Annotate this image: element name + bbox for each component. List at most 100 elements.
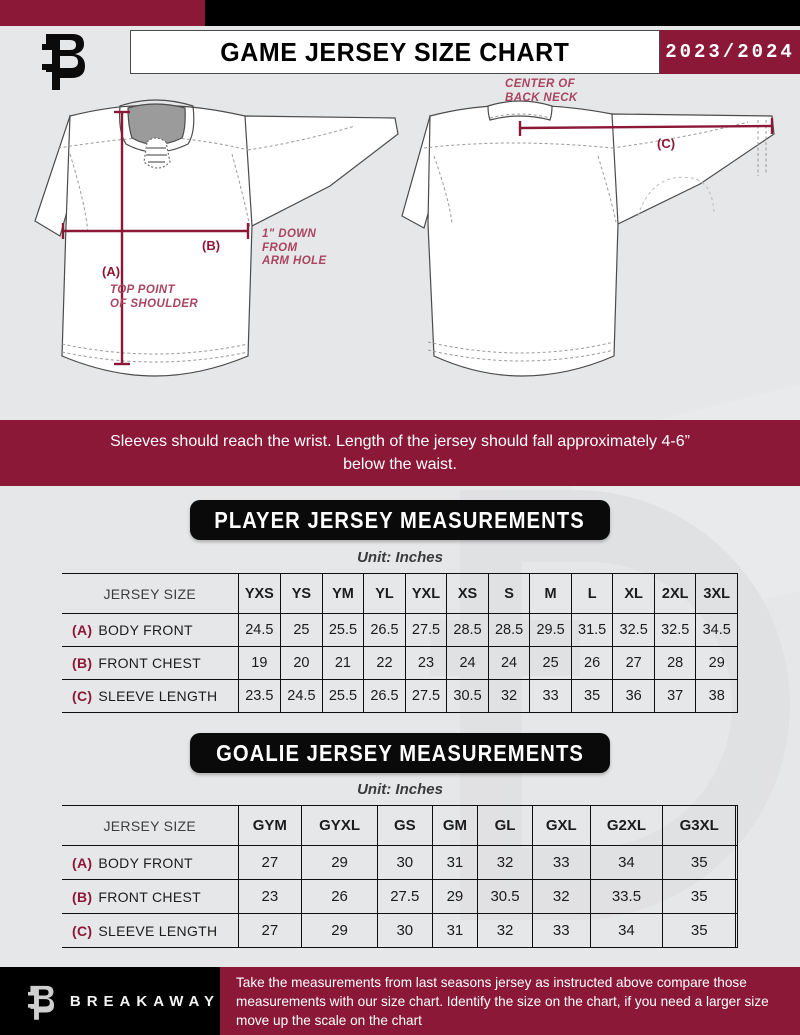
row-marker-a: (A)	[72, 854, 93, 871]
goalie-section-title-text: GOALIE JERSEY MEASUREMENTS	[216, 739, 584, 766]
table-row: (A) BODY FRONT 24.5 25 25.5 26.5 27.5 28.…	[62, 613, 738, 647]
cell: 34	[589, 913, 664, 948]
cell: 29.5	[529, 613, 572, 647]
cell: 24	[446, 646, 489, 680]
size-col-xs: XS	[446, 573, 489, 614]
jersey-diagrams: (B) 1" DOWN FROM ARM HOLE (A) TOP POINT …	[0, 76, 800, 416]
jersey-size-header: JERSEY SIZE	[62, 573, 239, 614]
cell: 30.5	[477, 879, 533, 914]
goalie-section-title: GOALIE JERSEY MEASUREMENTS	[190, 733, 610, 773]
size-col-l: L	[570, 573, 614, 614]
brand-logo	[0, 26, 130, 90]
back-jersey-illustration	[401, 100, 775, 377]
size-col-yl: YL	[363, 573, 406, 614]
cell-empty	[735, 913, 738, 948]
cell: 25	[529, 646, 572, 680]
size-col-yxl: YXL	[404, 573, 448, 614]
breakaway-b-icon	[28, 985, 55, 1020]
cell: 28	[653, 646, 697, 680]
cell: 32	[487, 679, 531, 713]
row-marker-c: (C)	[72, 922, 93, 939]
cell: 19	[237, 646, 282, 680]
row-marker-b: (B)	[72, 888, 93, 905]
size-col-gyxl: GYXL	[301, 805, 378, 846]
cell: 24.5	[237, 613, 282, 647]
size-col-yxs: YXS	[237, 573, 282, 614]
goalie-measurements-table: JERSEY SIZE GYM GYXL GS GM GL GXL G2XL G…	[62, 805, 738, 948]
cell: 34.5	[695, 613, 738, 647]
cell: 21	[321, 646, 365, 680]
size-col-empty	[735, 805, 738, 846]
player-section-title-text: PLAYER JERSEY MEASUREMENTS	[214, 506, 586, 533]
row-label-sleeve-length: (C) SLEEVE LENGTH	[62, 913, 239, 948]
footer-brand: BREAKAWAY	[0, 967, 220, 1035]
cell: 24.5	[280, 679, 323, 713]
row-name-sleeve-length: SLEEVE LENGTH	[98, 688, 218, 704]
cell: 22	[363, 646, 406, 680]
sleeve-length-note: Sleeves should reach the wrist. Length o…	[0, 420, 800, 486]
cell: 31.5	[570, 613, 614, 647]
cell: 25.5	[321, 613, 365, 647]
top-strip-maroon-block	[0, 0, 205, 26]
season-badge-text: 2023/2024	[665, 41, 795, 63]
page-header: GAME JERSEY SIZE CHART 2023/2024	[0, 26, 800, 90]
row-label-body-front: (A) BODY FRONT	[62, 845, 239, 880]
cell: 26.5	[363, 679, 406, 713]
row-name-front-chest: FRONT CHEST	[98, 888, 201, 905]
table-header-row: JERSEY SIZE GYM GYXL GS GM GL GXL G2XL G…	[62, 805, 738, 846]
cell: 20	[280, 646, 323, 680]
row-label-front-chest: (B) FRONT CHEST	[62, 646, 239, 680]
cell: 31	[431, 845, 479, 880]
player-measurements-table: JERSEY SIZE YXS YS YM YL YXL XS S M L XL…	[62, 573, 738, 713]
jersey-size-header: JERSEY SIZE	[62, 805, 239, 846]
table-row: (C) SLEEVE LENGTH 23.5 24.5 25.5 26.5 27.…	[62, 679, 738, 713]
cell: 37	[653, 679, 697, 713]
size-col-2xl: 2XL	[653, 573, 697, 614]
cell: 23	[237, 879, 303, 914]
size-col-ys: YS	[280, 573, 323, 614]
cell: 38	[695, 679, 738, 713]
size-col-g2xl: G2XL	[589, 805, 664, 846]
size-col-gym: GYM	[237, 805, 303, 846]
size-col-g3xl: G3XL	[662, 805, 737, 846]
size-col-m: M	[529, 573, 572, 614]
marker-a-label: (A)	[102, 264, 121, 279]
row-marker-a: (A)	[72, 622, 93, 638]
cell: 36	[612, 679, 655, 713]
cell: 28.5	[446, 613, 489, 647]
cell: 35	[570, 679, 614, 713]
size-col-gxl: GXL	[531, 805, 591, 846]
season-badge: 2023/2024	[660, 30, 800, 74]
player-unit-label: Unit: Inches	[357, 549, 443, 566]
row-name-sleeve-length: SLEEVE LENGTH	[98, 922, 218, 939]
cell-empty	[735, 845, 738, 880]
cell: 27.5	[404, 679, 448, 713]
cell: 32.5	[653, 613, 697, 647]
cell: 27.5	[376, 879, 433, 914]
cell: 25	[280, 613, 323, 647]
cell: 32	[477, 913, 533, 948]
breakaway-b-icon	[42, 28, 88, 90]
row-marker-b: (B)	[72, 655, 93, 671]
cell: 30.5	[446, 679, 489, 713]
cell: 32	[477, 845, 533, 880]
size-col-3xl: 3XL	[695, 573, 738, 614]
cell: 23	[404, 646, 448, 680]
cell: 33.5	[589, 879, 664, 914]
player-section-title: PLAYER JERSEY MEASUREMENTS	[190, 500, 610, 540]
sleeve-length-note-text: Sleeves should reach the wrist. Length o…	[110, 433, 690, 473]
cell: 29	[431, 879, 479, 914]
page-title: GAME JERSEY SIZE CHART	[130, 30, 660, 74]
table-row: (B) FRONT CHEST 19 20 21 22 23 24 24 25 2…	[62, 646, 738, 680]
cell: 27	[612, 646, 655, 680]
cell: 35	[662, 913, 737, 948]
marker-a-description: TOP POINT OF SHOULDER	[110, 284, 199, 310]
footer-instructions: Take the measurements from last seasons …	[220, 967, 800, 1035]
goalie-unit-label: Unit: Inches	[357, 781, 443, 798]
cell: 29	[301, 845, 378, 880]
row-label-body-front: (A) BODY FRONT	[62, 613, 239, 647]
row-name-front-chest: FRONT CHEST	[98, 655, 201, 671]
size-col-gl: GL	[477, 805, 533, 846]
top-strip	[0, 0, 800, 26]
cell: 27	[237, 913, 303, 948]
